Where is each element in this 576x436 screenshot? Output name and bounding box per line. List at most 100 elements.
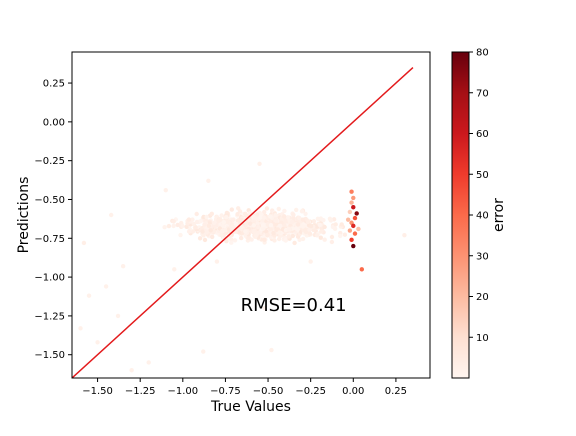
scatter-point xyxy=(103,284,109,289)
scatter-point xyxy=(206,223,212,228)
scatter-point xyxy=(292,240,297,246)
y-tick-label: −1.25 xyxy=(34,311,65,322)
scatter-point xyxy=(321,218,326,223)
scatter-point xyxy=(293,226,299,231)
scatter-point xyxy=(78,326,83,331)
scatter-point xyxy=(274,227,279,232)
high-error-point xyxy=(349,189,354,194)
scatter-point xyxy=(186,229,192,234)
colorbar-tick-label: 20 xyxy=(476,292,489,303)
scatter-point xyxy=(258,215,263,220)
scatter-point xyxy=(318,235,323,240)
scatter-point xyxy=(166,223,172,229)
scatter-point xyxy=(210,234,215,240)
scatter-point xyxy=(243,229,248,234)
scatter-point xyxy=(311,227,316,233)
scatter-point xyxy=(269,347,274,353)
scatter-point xyxy=(233,221,239,227)
y-tick-label: 0.25 xyxy=(43,79,65,90)
x-tick-label: −1.00 xyxy=(167,386,198,397)
scatter-point xyxy=(322,224,327,230)
scatter-point xyxy=(268,223,274,228)
scatter-point xyxy=(300,236,306,242)
y-tick-label: −1.50 xyxy=(34,350,65,361)
scatter-point xyxy=(201,233,206,238)
scatter-point xyxy=(186,217,192,222)
x-tick-label: 0.25 xyxy=(385,386,407,397)
plot-frame xyxy=(71,51,431,379)
high-error-point xyxy=(347,209,353,215)
x-tick-label: −0.50 xyxy=(253,386,284,397)
colorbar-tick-label: 60 xyxy=(476,129,489,140)
scatter-point xyxy=(243,211,248,216)
scatter-point xyxy=(264,206,270,211)
scatter-point xyxy=(303,229,309,235)
scatter-point xyxy=(184,224,189,229)
scatter-point xyxy=(257,161,262,166)
scatter-point xyxy=(229,226,235,231)
scatter-point xyxy=(204,214,209,220)
scatter-point xyxy=(239,224,245,230)
scatter-point xyxy=(307,231,312,236)
scatter-point xyxy=(162,225,167,230)
scatter-point xyxy=(322,237,327,242)
scatter-point xyxy=(291,212,296,217)
scatter-point xyxy=(338,233,343,239)
scatter-point xyxy=(178,232,183,238)
scatter-point xyxy=(295,222,301,227)
scatter-point xyxy=(235,212,240,217)
colorbar-tick-label: 70 xyxy=(476,88,489,99)
colorbar-tick-label: 30 xyxy=(476,251,489,262)
scatter-point xyxy=(268,226,273,232)
scatter-point xyxy=(276,206,281,212)
scatter-point xyxy=(265,232,270,237)
scatter-point xyxy=(202,222,207,227)
high-error-point xyxy=(354,211,359,216)
x-tick-label: 0.00 xyxy=(342,386,364,397)
scatter-point xyxy=(262,209,267,215)
scatter-point xyxy=(314,233,320,238)
scatter-point xyxy=(217,217,222,222)
scatter-point xyxy=(286,218,292,223)
scatter-point xyxy=(297,215,302,221)
scatter-point xyxy=(251,229,256,234)
scatter-point xyxy=(221,220,226,225)
x-axis: −1.50 −1.25 −1.00 −0.75 −0.50 −0.25 0.00 0.25 xyxy=(82,378,407,397)
scatter-point xyxy=(261,215,267,220)
scatter-point xyxy=(290,219,295,225)
scatter-point xyxy=(286,234,291,239)
scatter-point xyxy=(262,237,267,242)
scatter-point xyxy=(262,305,267,311)
scatter-point xyxy=(172,267,177,272)
scatter-point xyxy=(190,229,196,234)
scatter-point xyxy=(315,216,321,221)
y-axis: 0.25 0.00 −0.25 −0.50 −0.75 −1.00 −1.25 −1.50 xyxy=(34,79,72,361)
high-error-point xyxy=(349,200,354,205)
x-tick-label: −0.75 xyxy=(210,386,241,397)
scatter-point xyxy=(86,293,92,298)
scatter-point xyxy=(329,234,335,240)
scatter-point xyxy=(248,221,253,226)
scatter-point xyxy=(330,224,336,230)
scatter-point xyxy=(243,222,249,227)
scatter-point xyxy=(277,230,282,235)
scatter-point xyxy=(239,235,244,241)
data-points xyxy=(78,161,407,373)
scatter-point xyxy=(229,207,234,212)
colorbar-label: error xyxy=(491,198,507,232)
colorbar-tick-label: 50 xyxy=(476,170,489,181)
scatter-point xyxy=(268,214,273,219)
high-error-point xyxy=(352,215,358,221)
colorbar-tick-label: 40 xyxy=(476,211,489,222)
scatter-point xyxy=(206,178,211,184)
scatter-point xyxy=(300,224,306,229)
scatter-point xyxy=(260,223,266,228)
scatter-point xyxy=(300,217,306,222)
scatter-point xyxy=(305,219,311,224)
high-error-point xyxy=(345,217,351,222)
scatter-point xyxy=(220,223,226,229)
scatter-point xyxy=(273,218,278,223)
reference-line xyxy=(72,66,414,378)
scatter-point xyxy=(214,259,220,264)
scatter-point xyxy=(317,222,322,227)
